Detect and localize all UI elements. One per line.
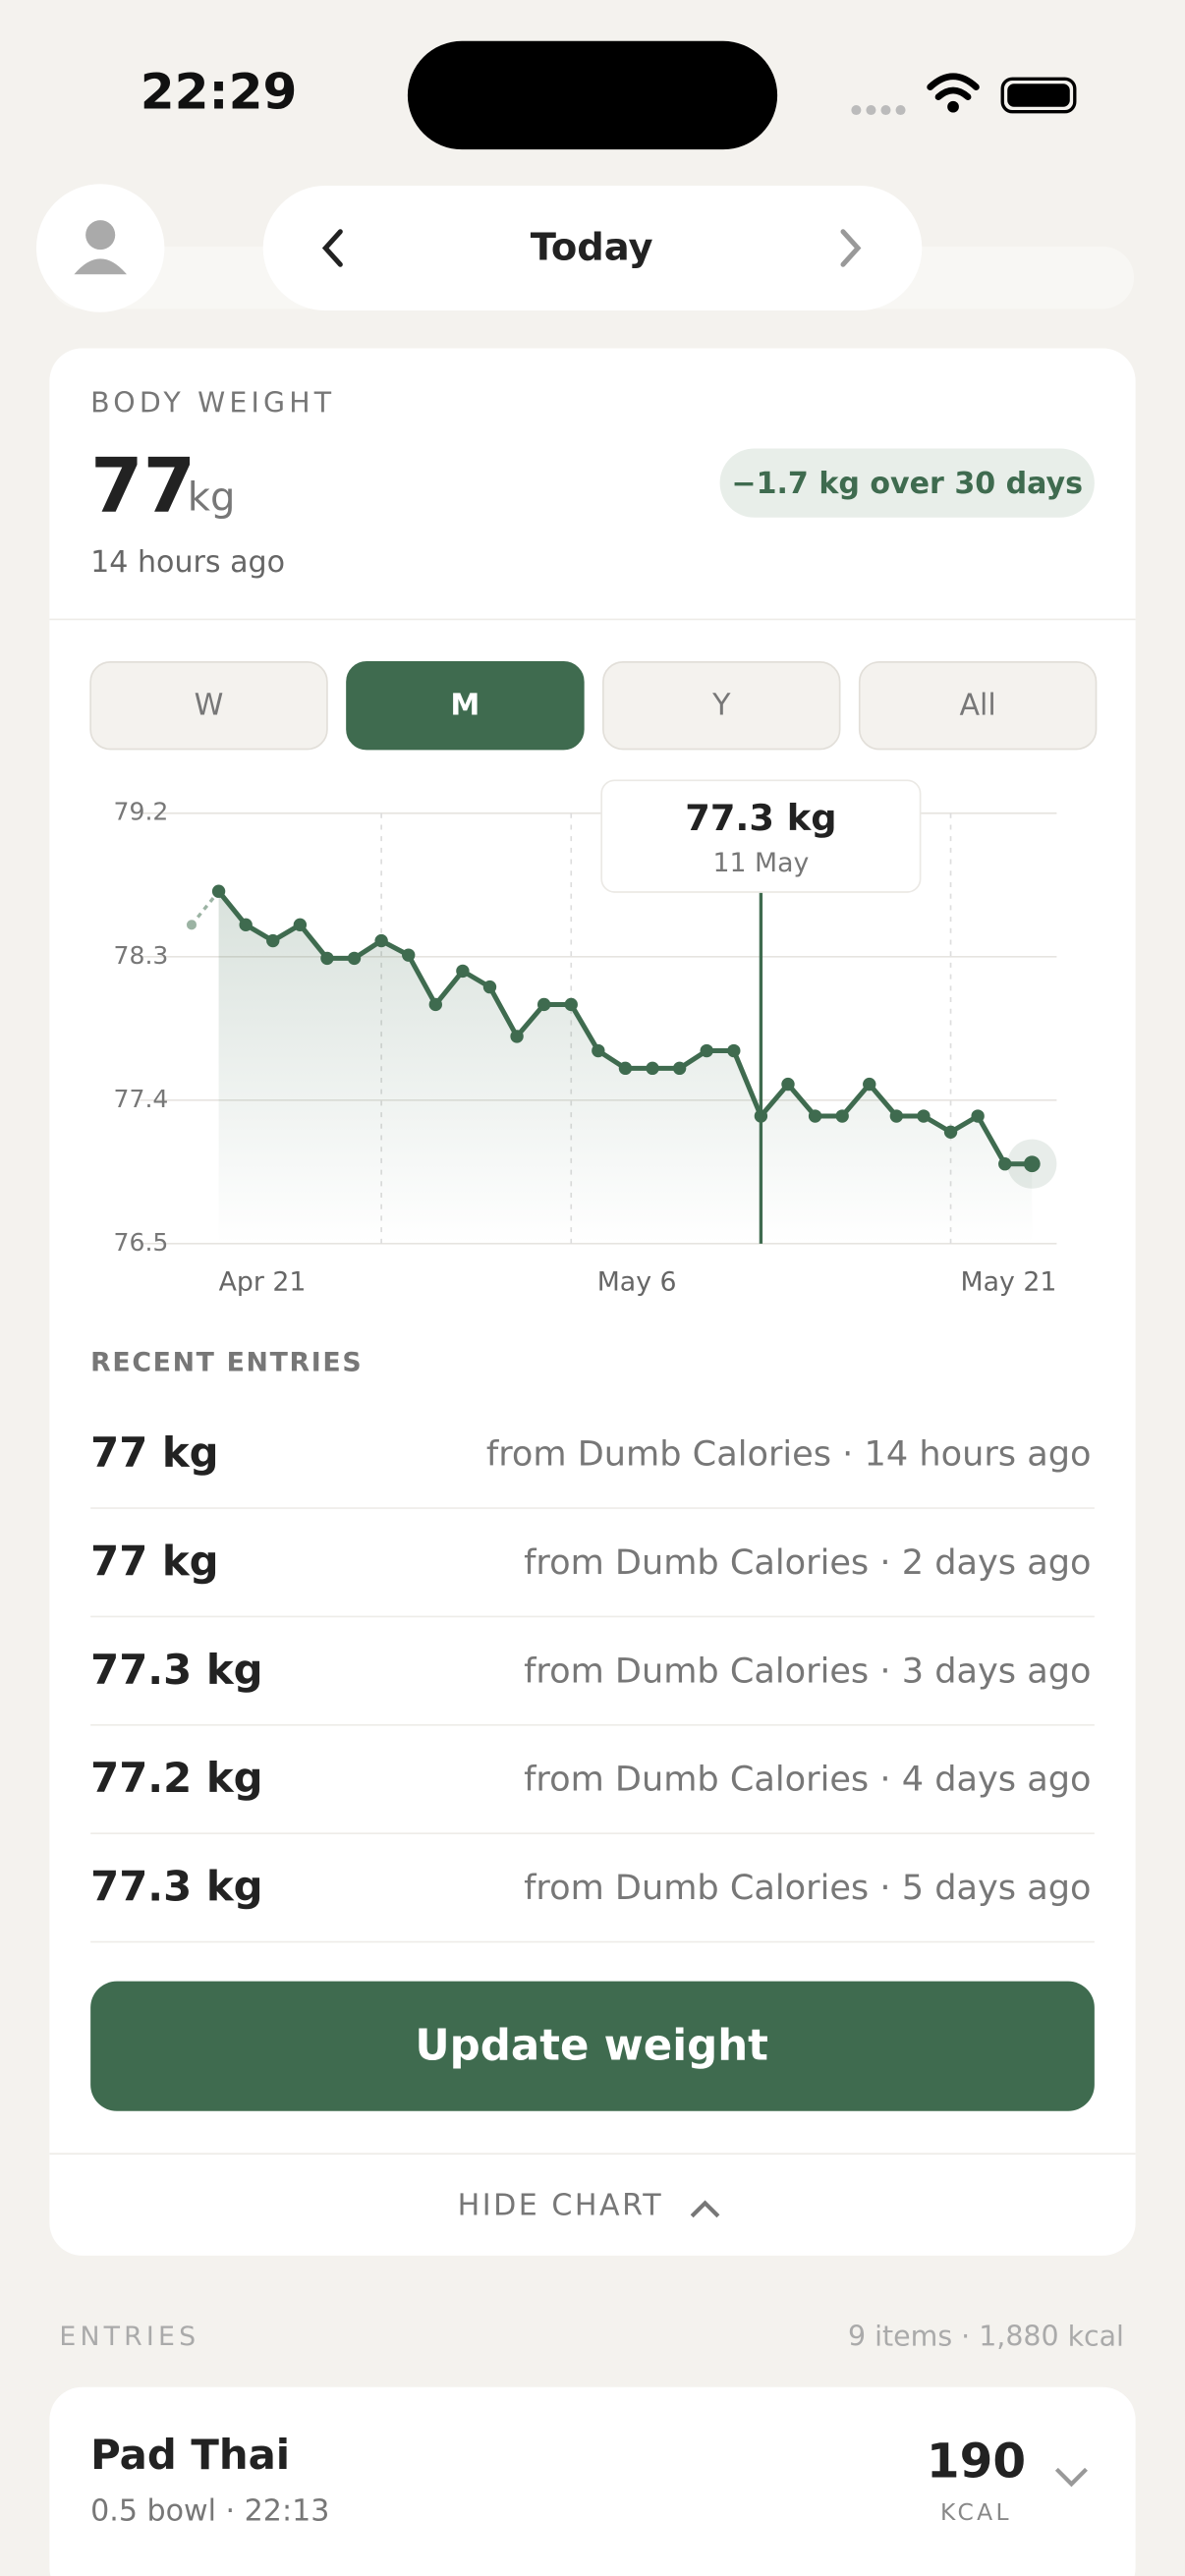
point — [456, 964, 470, 979]
entries-title: ENTRIES — [59, 2322, 199, 2352]
point — [564, 997, 578, 1012]
point — [700, 1043, 713, 1058]
range-tab[interactable] — [602, 661, 841, 751]
recent-title: RECENT ENTRIES — [90, 1347, 363, 1377]
y-tick-label: 77.4 — [114, 1085, 169, 1113]
x-tick-label: May 6 — [597, 1266, 677, 1297]
chevron-up — [690, 2200, 720, 2218]
nav-title: Today — [531, 226, 653, 270]
date-nav — [262, 185, 923, 311]
range-label: All — [959, 689, 995, 723]
point — [374, 933, 388, 948]
point — [917, 1109, 931, 1123]
previous-link — [190, 890, 220, 926]
x-tick-label: Apr 21 — [219, 1266, 307, 1297]
point — [510, 1030, 524, 1043]
entry-source: from Dumb Calories · 2 days ago — [524, 1542, 1091, 1583]
change-text: −1.7 kg over 30 days — [731, 467, 1083, 501]
update-button[interactable] — [90, 1981, 1095, 2111]
card-title: BODY WEIGHT — [90, 386, 335, 419]
entry-source: from Dumb Calories · 14 hours ago — [486, 1434, 1092, 1475]
tooltip-value: 77.3 kg — [685, 797, 836, 839]
range-tab[interactable] — [89, 661, 328, 751]
entry-kcal: 190 — [927, 2434, 1026, 2489]
change-badge — [719, 448, 1095, 518]
point — [592, 1043, 605, 1058]
profile-icon-body — [74, 258, 127, 275]
range-label: M — [450, 689, 480, 723]
point — [211, 884, 226, 898]
point — [1023, 1155, 1041, 1173]
point — [672, 1061, 687, 1076]
range-tabs: W M Y All — [89, 661, 1098, 751]
point — [402, 948, 416, 962]
point — [781, 1077, 795, 1092]
profile-icon — [85, 220, 116, 251]
area — [218, 891, 1033, 1244]
range-label: Y — [711, 689, 731, 723]
entry-weight: 77 kg — [90, 1537, 218, 1585]
entry-detail: 0.5 bowl · 22:13 — [90, 2493, 329, 2528]
button-label: Update weight — [415, 2022, 768, 2071]
battery-level — [1007, 84, 1070, 107]
y-tick-label: 79.2 — [114, 798, 169, 826]
point — [971, 1109, 985, 1123]
entry-source: from Dumb Calories · 4 days ago — [524, 1760, 1091, 1800]
entry-name: Pad Thai — [90, 2431, 290, 2479]
point — [646, 1061, 659, 1076]
point — [428, 997, 442, 1012]
hide-chart[interactable]: HIDE CHART — [458, 2188, 664, 2222]
entry-unit: KCAL — [940, 2498, 1012, 2526]
y-tick-label: 76.5 — [114, 1228, 169, 1257]
point — [863, 1077, 876, 1092]
time: 22:29 — [141, 62, 298, 120]
point — [943, 1125, 958, 1139]
entry-source: from Dumb Calories · 3 days ago — [524, 1651, 1091, 1691]
point — [889, 1109, 904, 1123]
battery — [1000, 77, 1077, 114]
point — [239, 918, 253, 932]
point — [293, 918, 308, 932]
entry-weight: 77.3 kg — [90, 1863, 262, 1911]
weight-unit: kg — [188, 475, 236, 520]
point — [835, 1109, 849, 1123]
entry-weight: 77.2 kg — [90, 1754, 262, 1802]
tooltip-date: 11 May — [712, 848, 809, 878]
point — [320, 951, 334, 966]
chart: 76.5 77.4 78.3 79.2 Apr 21 May 6 May 21 77.3 kg… — [114, 779, 1057, 1297]
dynamic-island — [407, 40, 778, 150]
range-tab[interactable] — [858, 661, 1098, 751]
previous-point — [186, 920, 198, 930]
wifi-dot — [947, 100, 959, 113]
expand-chevron[interactable] — [1054, 2467, 1088, 2488]
tooltip — [600, 779, 922, 893]
point — [618, 1061, 633, 1076]
y-tick-label: 78.3 — [114, 941, 169, 970]
entry-weight: 77 kg — [90, 1428, 218, 1477]
range-label: W — [195, 689, 224, 723]
point — [482, 980, 497, 994]
recent-rows: 77 kg from Dumb Calories · 14 hours ago 77… — [90, 1428, 1095, 1943]
point — [347, 951, 362, 966]
weight-card — [49, 348, 1136, 2256]
entry-card — [49, 2386, 1136, 2576]
point — [536, 997, 551, 1012]
entries-summary: 9 items · 1,880 kcal — [848, 2321, 1124, 2353]
point — [727, 1043, 741, 1058]
point — [808, 1109, 822, 1123]
next-day[interactable] — [840, 229, 862, 267]
weight-value: 77 — [90, 443, 196, 531]
entry-items: Pad Thai 0.5 bowl · 22:13 190 KCAL — [49, 2386, 1136, 2576]
range-tab[interactable] — [346, 661, 585, 751]
point — [998, 1157, 1012, 1171]
entry-weight: 77.3 kg — [90, 1646, 262, 1694]
x-tick-label: May 21 — [961, 1266, 1057, 1297]
wifi — [927, 73, 980, 101]
signal — [851, 105, 906, 116]
entry-source: from Dumb Calories · 5 days ago — [524, 1868, 1091, 1908]
prev-day[interactable] — [321, 229, 343, 267]
point — [266, 933, 280, 948]
updated: 14 hours ago — [90, 545, 285, 580]
